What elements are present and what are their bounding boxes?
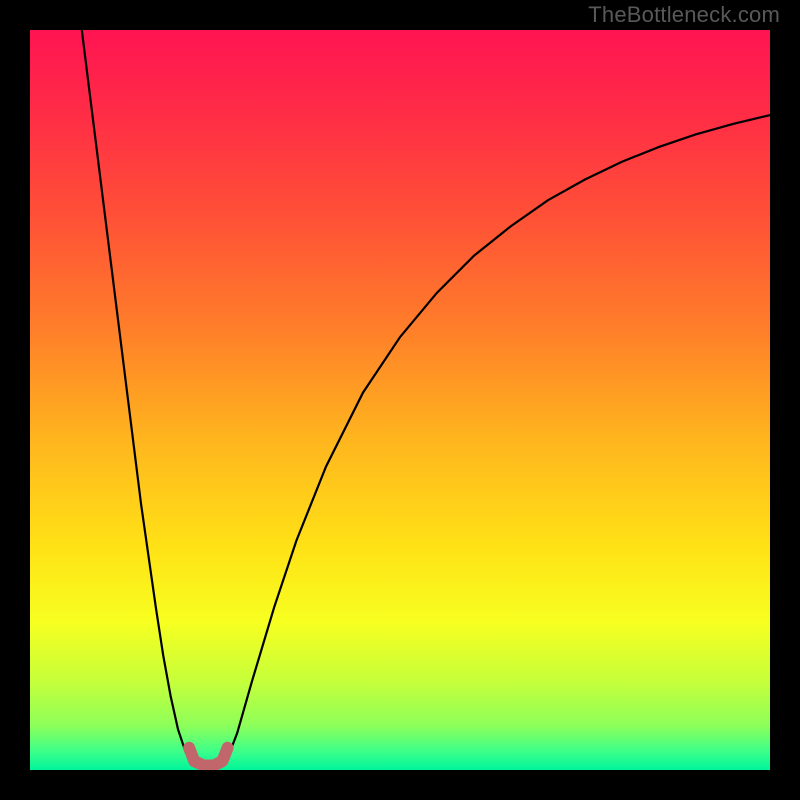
plot-area: [30, 30, 770, 770]
watermark-text: TheBottleneck.com: [588, 2, 780, 28]
gradient-background: [30, 30, 770, 770]
chart-frame: TheBottleneck.com: [0, 0, 800, 800]
bottleneck-curve-chart: [30, 30, 770, 770]
